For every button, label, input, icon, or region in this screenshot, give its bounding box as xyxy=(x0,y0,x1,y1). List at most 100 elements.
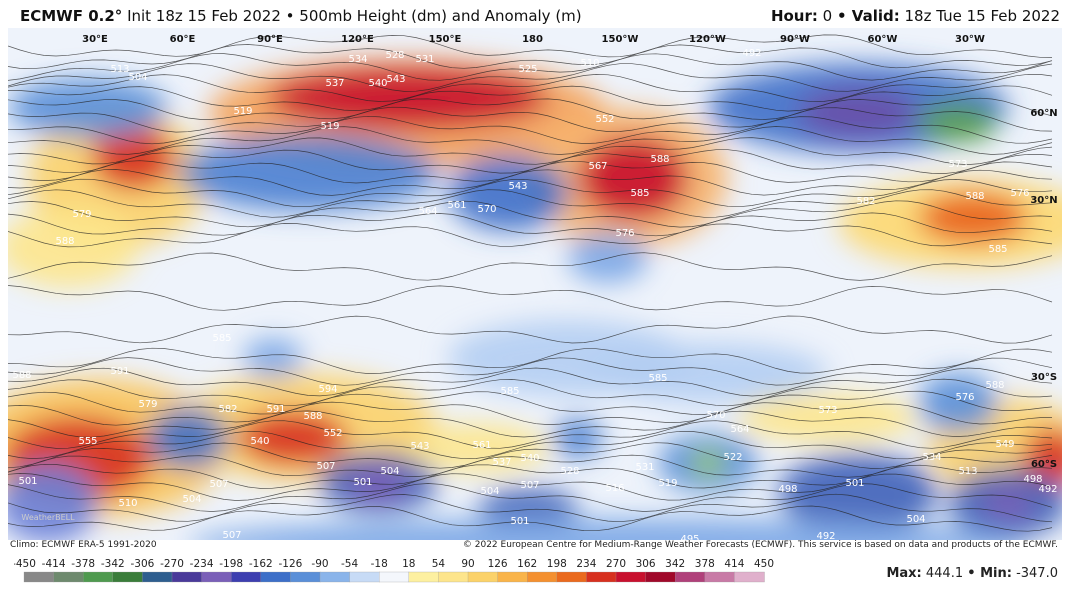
contour-line xyxy=(8,178,1053,208)
colorbar-tick: -270 xyxy=(160,558,184,570)
contour-line xyxy=(8,401,1052,426)
valid-label: • Valid: xyxy=(836,7,900,25)
anomaly-blob xyxy=(8,463,98,540)
watermark: WeatherBELL xyxy=(21,513,75,522)
contour-label: 492 xyxy=(816,531,835,540)
longitude-label: 150°E xyxy=(429,34,462,45)
header: ECMWF 0.2° Init 18z 15 Feb 2022 • 500mb … xyxy=(0,0,1080,30)
contour-label: 528 xyxy=(385,50,404,61)
contour-line xyxy=(8,493,1053,523)
contour-label: 507 xyxy=(222,530,241,540)
contour-label: 504 xyxy=(128,72,147,83)
contour-line xyxy=(8,137,1053,165)
header-right: Hour: 0 • Valid: 18z Tue 15 Feb 2022 xyxy=(771,0,1060,32)
contour-label: 552 xyxy=(323,428,342,439)
contour-label: 534 xyxy=(348,54,367,65)
anomaly-blob xyxy=(448,155,568,231)
anomaly-blob xyxy=(148,408,228,468)
contour-label: 564 xyxy=(730,424,749,435)
contour-label: 576 xyxy=(615,228,634,239)
contour-line xyxy=(8,106,1053,133)
max-label: Max: xyxy=(886,566,922,581)
contour-label: 573 xyxy=(818,405,837,416)
colorbar-tick: -126 xyxy=(278,558,302,570)
anomaly-blob xyxy=(578,136,688,220)
contour-label: 543 xyxy=(508,181,527,192)
anomaly-blob xyxy=(553,418,603,458)
contour-line xyxy=(8,126,1053,155)
min-label: • Min: xyxy=(967,566,1012,581)
contour-label: 492 xyxy=(1038,484,1057,495)
contour-label: 552 xyxy=(595,114,614,125)
contour-label: 501 xyxy=(845,478,864,489)
contour-label: 570 xyxy=(706,410,725,421)
contour-label: 528 xyxy=(560,466,579,477)
contour-line xyxy=(8,390,1053,415)
colorbar-tick: 378 xyxy=(695,558,715,570)
colorbar-tick: -234 xyxy=(190,558,214,570)
max-min: Max: 444.1 • Min: -347.0 xyxy=(886,566,1058,581)
contour-label: 591 xyxy=(266,404,285,415)
colorbar-bin xyxy=(23,571,55,583)
colorbar-tick: 198 xyxy=(547,558,567,570)
contour-label: 531 xyxy=(415,54,434,65)
contour-label: 537 xyxy=(492,457,511,468)
colorbar-bin xyxy=(408,571,440,583)
contour-label: 564 xyxy=(418,206,437,217)
contour-label: 522 xyxy=(723,452,742,463)
anomaly-blob xyxy=(918,103,998,143)
contour-label: 534 xyxy=(922,452,941,463)
anomaly-blob xyxy=(178,135,438,211)
anomaly-blob xyxy=(243,338,303,378)
contour-line xyxy=(8,44,1053,70)
colorbar-bin xyxy=(734,571,765,583)
contour-label: 543 xyxy=(410,441,429,452)
contour-line xyxy=(8,473,1053,501)
contour-line xyxy=(8,252,1053,281)
contour-line xyxy=(8,483,1053,512)
colorbar-bin xyxy=(112,571,144,583)
contour-label: 591 xyxy=(110,366,129,377)
colorbar-tick: -90 xyxy=(311,558,328,570)
colorbar-bin xyxy=(349,571,380,583)
contour-label: 504 xyxy=(380,466,399,477)
contour-label: 510 xyxy=(118,498,137,509)
contour-label: 567 xyxy=(588,161,607,172)
colorbar-tick: -378 xyxy=(71,558,95,570)
contour-line xyxy=(8,505,1053,532)
contour-label: 585 xyxy=(648,373,667,384)
longitude-label: 120°E xyxy=(341,34,374,45)
contour-label: 549 xyxy=(995,439,1014,450)
contour-line xyxy=(8,73,1053,103)
colorbar-tick: -414 xyxy=(42,558,66,570)
contour-line xyxy=(8,463,1053,489)
colorbar-bin xyxy=(201,571,232,583)
colorbar-tick: -54 xyxy=(341,558,358,570)
contour-line xyxy=(8,115,1053,145)
contour-label: 588 xyxy=(985,380,1004,391)
colorbar-tick: -198 xyxy=(219,558,243,570)
hour-label: Hour: xyxy=(770,7,818,25)
contour-label: 588 xyxy=(303,411,322,422)
colorbar-tick: 126 xyxy=(488,558,508,570)
colorbar-tick: 54 xyxy=(432,558,446,570)
valid: 18z Tue 15 Feb 2022 xyxy=(904,7,1060,25)
latitude-label: 60°N xyxy=(1030,108,1057,119)
anomaly-blob xyxy=(348,463,408,503)
anomaly-blob xyxy=(8,78,168,138)
anomaly-blob xyxy=(238,410,348,466)
contour-line xyxy=(8,357,1053,386)
latitude-label: 60°S xyxy=(1031,459,1057,470)
colorbar-bin xyxy=(260,571,292,583)
contour-line xyxy=(8,85,1053,112)
colorbar-bin xyxy=(83,571,114,583)
contour-label: 531 xyxy=(635,462,654,473)
contour-label: 588 xyxy=(55,236,74,247)
anomaly-blob xyxy=(918,373,998,433)
contour-label: 501 xyxy=(510,516,529,527)
contour-line xyxy=(8,347,1053,374)
colorbar-tick: 450 xyxy=(754,558,774,570)
